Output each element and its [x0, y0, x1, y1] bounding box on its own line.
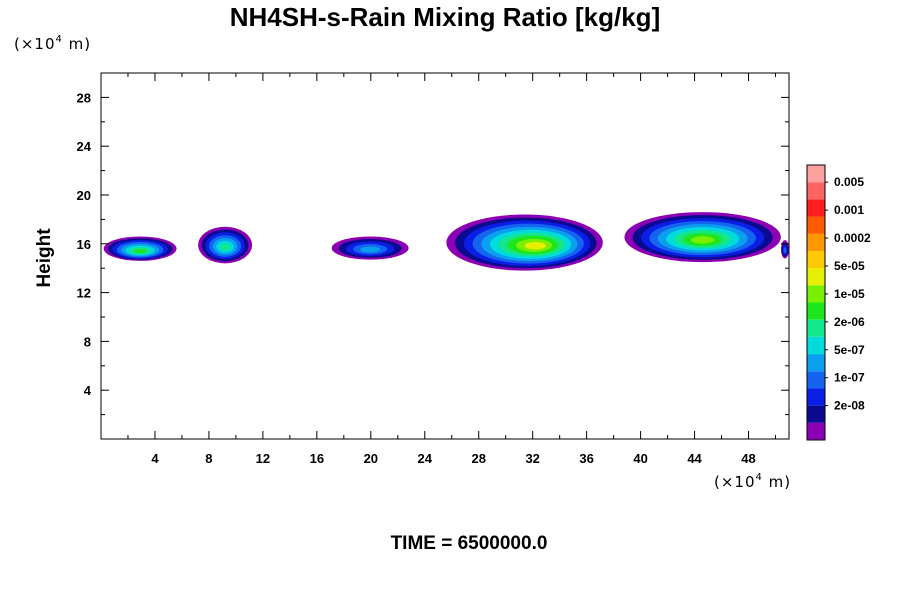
x-tick-label: 36	[579, 451, 593, 466]
x-tick-label: 32	[525, 451, 539, 466]
y-tick-label: 16	[77, 237, 91, 252]
contour-cell-2	[198, 226, 253, 264]
x-tick-label: 40	[633, 451, 647, 466]
x-tick-label: 12	[256, 451, 270, 466]
colorbar-swatch	[807, 268, 825, 286]
colorbar: 0.005 0.001 0.0002 5e-05 1e-05 2e-06 5e-07 1e-0…	[806, 164, 871, 441]
colorbar-frame	[806, 164, 826, 441]
cell-6-level-3	[783, 247, 787, 254]
colorbar-swatch	[807, 285, 825, 303]
colorbar-swatch	[807, 182, 825, 200]
contour-cell-3	[331, 236, 409, 260]
colorbar-swatch	[807, 199, 825, 217]
colorbar-label: 0.001	[834, 203, 864, 217]
colorbar-swatch	[807, 388, 825, 406]
cell-3-level-4	[360, 246, 381, 253]
colorbar-swatch	[807, 233, 825, 251]
x-tick-label: 44	[687, 451, 702, 466]
x-tick-label: 28	[471, 451, 485, 466]
colorbar-label: 2e-08	[834, 399, 865, 413]
y-tick-label: 8	[84, 334, 91, 349]
x-tick-label: 8	[205, 451, 212, 466]
cell-4-level-9	[524, 241, 546, 250]
x-tick-label: 24	[418, 451, 433, 466]
cell-2-level-6	[220, 243, 231, 251]
x-tick-label: 20	[364, 451, 378, 466]
x-tick-label: 48	[741, 451, 755, 466]
colorbar-swatch	[807, 216, 825, 234]
y-axis-label: Height	[34, 228, 55, 288]
x-tick-label: 16	[310, 451, 324, 466]
colorbar-swatch	[807, 165, 825, 183]
contour-cell-4	[446, 214, 603, 271]
colorbar-swatch	[807, 319, 825, 337]
contour-cell-1	[103, 236, 177, 261]
colorbar-label: 5e-07	[834, 343, 865, 357]
colorbar-swatch	[807, 422, 825, 440]
colorbar-label: 0.005	[834, 175, 864, 189]
cell-5-level-8	[691, 236, 715, 244]
colorbar-swatch	[807, 354, 825, 372]
colorbar-label: 5e-05	[834, 259, 865, 273]
colorbar-swatch	[807, 250, 825, 269]
plot-area	[103, 212, 789, 271]
colorbar-swatch	[807, 336, 825, 355]
contour-cell-6	[780, 240, 789, 259]
colorbar-swatch	[807, 371, 825, 389]
chart-title: NH4SH-s-Rain Mixing Ratio [kg/kg]	[230, 2, 660, 32]
colorbar-swatch	[807, 302, 825, 320]
y-unit-label: (×104 m)	[14, 34, 91, 53]
colorbar-label: 1e-07	[834, 371, 865, 385]
y-tick-label: 12	[77, 286, 91, 301]
time-label: TIME = 6500000.0	[391, 533, 548, 554]
y-tick-label: 20	[77, 188, 91, 203]
plot-frame	[100, 72, 790, 440]
colorbar-swatch	[807, 405, 825, 423]
colorbar-label: 0.0002	[834, 231, 871, 245]
y-tick-label: 4	[84, 383, 92, 398]
y-tick-label: 24	[77, 139, 92, 154]
x-unit-label: (×104 m)	[714, 472, 791, 491]
cell-1-level-7	[134, 249, 147, 254]
colorbar-label: 2e-06	[834, 315, 865, 329]
contour-cell-5	[624, 212, 781, 263]
x-tick-label: 4	[151, 451, 159, 466]
colorbar-label: 1e-05	[834, 287, 865, 301]
y-tick-label: 28	[77, 90, 91, 105]
